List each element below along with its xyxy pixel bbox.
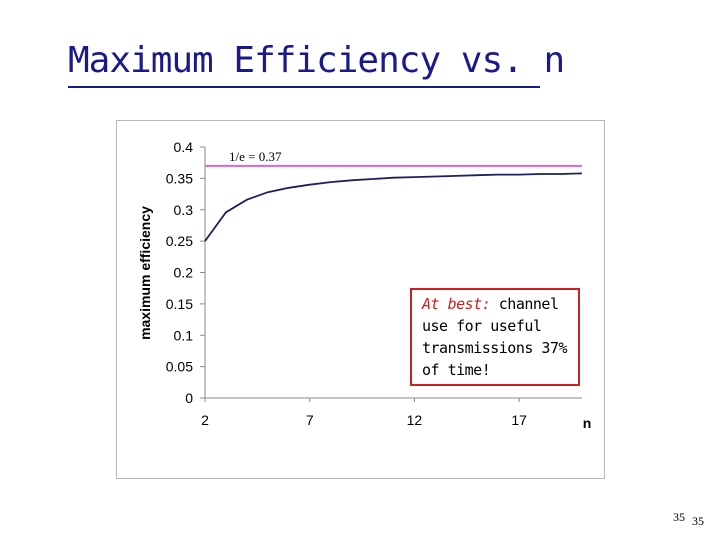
y-tick-label: 0.2 (174, 265, 194, 281)
reference-line-label: 1/e = 0.37 (229, 149, 282, 164)
y-tick-label: 0 (185, 390, 193, 406)
callout-box: At best: channel use for useful transmis… (410, 288, 580, 386)
x-tick-label: 17 (511, 412, 527, 428)
series-line-max-efficiency (204, 172, 583, 242)
y-tick-label: 0.05 (166, 359, 193, 375)
callout-text: channel use for useful transmissions 37%… (422, 295, 568, 379)
y-ticks: 0 0.05 0.1 0.15 0.2 0.25 0.3 0.35 0.4 (166, 139, 205, 406)
y-tick-label: 0.4 (174, 139, 194, 155)
x-axis-label: n (583, 415, 592, 431)
x-ticks: 2 7 12 17 (201, 398, 527, 428)
callout-emphasis: At best: (422, 295, 491, 313)
x-tick-label: 2 (201, 412, 209, 428)
y-tick-label: 0.35 (166, 170, 193, 186)
y-tick-label: 0.1 (174, 327, 194, 343)
page-number-secondary: 35 (692, 514, 704, 528)
title-underline (68, 86, 540, 88)
page-number: 35 (673, 510, 685, 524)
efficiency-chart: 0 0.05 0.1 0.15 0.2 0.25 0.3 0.35 0.4 2 7 12 17 1/e… (137, 139, 592, 431)
y-tick-label: 0.3 (174, 202, 194, 218)
slide-title: Maximum Efficiency vs. n (68, 40, 565, 81)
y-tick-label: 0.15 (166, 296, 193, 312)
x-tick-label: 12 (407, 412, 423, 428)
y-axis-label: maximum efficiency (137, 206, 153, 340)
x-tick-label: 7 (306, 412, 314, 428)
y-tick-label: 0.25 (166, 233, 193, 249)
